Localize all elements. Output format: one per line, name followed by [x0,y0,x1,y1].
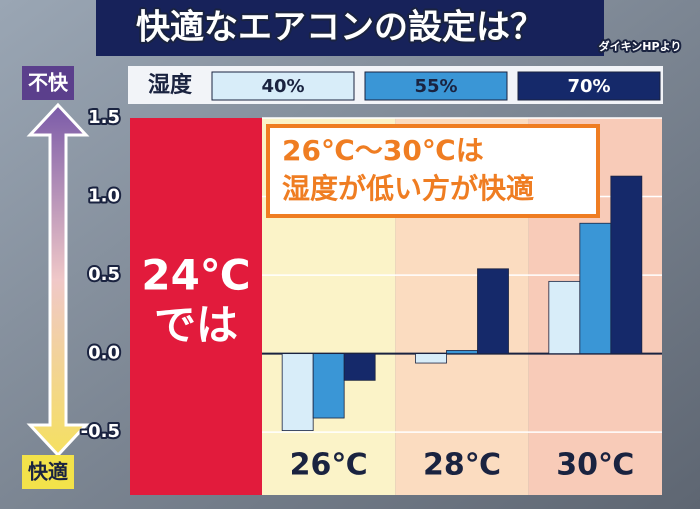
source: ダイキンHPより [599,39,682,53]
bar [343,353,376,381]
left-panel-text: 24℃ [141,251,250,300]
top-label-box [22,66,74,100]
bar [446,350,478,355]
y-tick-label: 0.5 [88,264,120,285]
y-tick-label: -0.5 [81,421,120,442]
bottom-label-box [22,455,74,489]
bar [610,175,643,355]
annotation-text: 湿度が低い方が快適 [282,172,534,205]
legend-title: 湿度 [148,72,193,98]
title-bar [96,0,604,56]
y-tick-label: 0.0 [88,343,120,364]
annotation-box [266,124,600,218]
legend-label: 70% [567,76,610,97]
x-tick-label: 28℃ [423,448,501,483]
bottom-label: 快適 [28,460,68,484]
bar [312,353,345,419]
left-panel [130,118,262,495]
chart-title: 快適なエアコンの設定は？ [136,8,544,48]
legend-swatch [517,71,661,101]
legend-swatch [211,71,355,101]
left-panel-text: では [154,301,238,350]
bar [548,280,581,355]
legend-swatch [364,71,508,101]
bar [477,268,509,355]
bar [415,353,447,364]
legend-label: 40% [261,76,304,97]
x-tick-label: 30℃ [556,448,634,483]
legend-label: 55% [414,76,457,97]
annotation-text: 26℃〜30℃は [282,134,484,167]
top-label: 不快 [28,71,69,95]
y-tick-label: 1.0 [88,186,120,207]
bar [281,353,314,431]
y-tick-label: 1.5 [88,107,120,128]
x-tick-label: 26℃ [290,448,368,483]
bar [579,222,612,355]
